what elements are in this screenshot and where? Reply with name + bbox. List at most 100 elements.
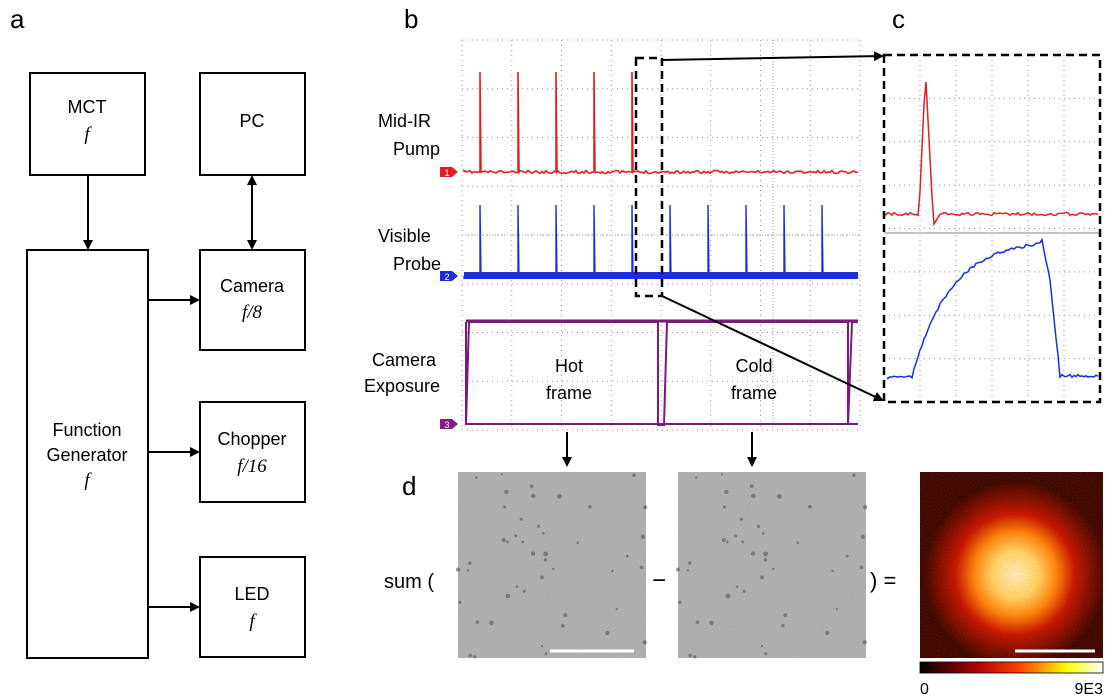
speck bbox=[783, 613, 788, 618]
speck bbox=[539, 575, 544, 580]
block-label: MCT bbox=[68, 97, 107, 117]
speck bbox=[640, 534, 646, 539]
frame-label: Hot bbox=[555, 356, 583, 376]
block-label-line: Generator bbox=[46, 445, 127, 465]
block-label: Chopper bbox=[217, 429, 286, 449]
image-noise bbox=[920, 472, 1103, 658]
speck bbox=[725, 593, 731, 599]
speck bbox=[642, 640, 647, 645]
speck bbox=[557, 494, 562, 499]
speck bbox=[615, 607, 618, 611]
block-label: Function bbox=[52, 420, 121, 440]
speck bbox=[734, 534, 738, 538]
speck bbox=[852, 473, 856, 478]
panel-label: c bbox=[892, 4, 905, 34]
speck bbox=[529, 484, 534, 489]
channel-marker bbox=[440, 167, 458, 177]
zoom-box bbox=[634, 56, 664, 298]
speck bbox=[475, 476, 478, 479]
block bbox=[199, 72, 306, 176]
block-freq: f bbox=[84, 470, 92, 491]
speck bbox=[458, 600, 462, 604]
trace-label: Visible bbox=[378, 226, 431, 246]
speck bbox=[709, 620, 714, 626]
speck bbox=[759, 575, 764, 580]
speck bbox=[796, 541, 800, 545]
image-noise bbox=[678, 472, 866, 658]
speck bbox=[831, 569, 834, 573]
speck bbox=[503, 505, 506, 509]
speck bbox=[675, 567, 681, 572]
trace bbox=[465, 321, 858, 426]
speck bbox=[506, 540, 509, 544]
speck bbox=[762, 531, 765, 535]
speck bbox=[860, 534, 866, 539]
speck bbox=[514, 534, 518, 538]
speck bbox=[536, 524, 541, 529]
speck bbox=[739, 517, 743, 521]
speck bbox=[519, 517, 523, 521]
channel-label: 3 bbox=[444, 420, 449, 430]
block bbox=[199, 249, 306, 351]
speck bbox=[741, 540, 745, 544]
arrow bbox=[661, 295, 884, 402]
speck bbox=[531, 493, 536, 499]
trace bbox=[463, 71, 859, 175]
block-label: LED bbox=[234, 584, 269, 604]
speck bbox=[764, 652, 768, 656]
channel-marker bbox=[440, 271, 458, 281]
block bbox=[26, 249, 149, 659]
trace-label: Camera bbox=[372, 350, 437, 370]
trace-label: Exposure bbox=[364, 376, 440, 396]
zoom-traces bbox=[884, 55, 1100, 402]
speck bbox=[625, 554, 629, 558]
speck bbox=[742, 589, 746, 593]
speck bbox=[561, 623, 565, 628]
block bbox=[199, 556, 306, 658]
colorbar-min: 0 bbox=[920, 681, 929, 698]
speck bbox=[468, 561, 472, 565]
speck bbox=[695, 620, 700, 624]
speck bbox=[475, 620, 480, 624]
speck bbox=[540, 644, 544, 648]
speck bbox=[501, 537, 506, 543]
frame-label: frame bbox=[546, 383, 592, 403]
trace bbox=[887, 237, 1099, 380]
image-noise bbox=[458, 472, 646, 658]
block-label: Camera bbox=[220, 276, 285, 296]
speck bbox=[543, 551, 549, 557]
speck bbox=[760, 644, 764, 648]
speck bbox=[724, 489, 729, 495]
speck bbox=[749, 484, 754, 489]
speck bbox=[522, 589, 526, 593]
speck bbox=[720, 473, 723, 476]
channel-label: 2 bbox=[444, 272, 449, 282]
speck bbox=[723, 505, 726, 509]
speck bbox=[750, 551, 756, 556]
speck bbox=[862, 640, 867, 645]
speck bbox=[489, 620, 494, 626]
speck bbox=[466, 569, 470, 572]
panel-label: a bbox=[10, 4, 25, 34]
speck bbox=[835, 607, 838, 611]
speck bbox=[552, 567, 555, 571]
frame-label: Cold bbox=[735, 356, 772, 376]
speck bbox=[515, 585, 519, 588]
speck bbox=[845, 554, 849, 558]
speck bbox=[825, 630, 830, 636]
oscilloscope: 1 2 3 bbox=[440, 39, 861, 431]
speck bbox=[688, 653, 692, 658]
channel-label: 1 bbox=[444, 168, 449, 178]
colorbar-max: 9E3 bbox=[1075, 681, 1104, 698]
speck bbox=[473, 655, 477, 659]
equation: ) = bbox=[870, 568, 896, 593]
speck bbox=[726, 540, 729, 544]
speck bbox=[542, 531, 545, 535]
zoom-frame bbox=[882, 53, 1102, 404]
speck bbox=[605, 630, 610, 636]
block-freq: f/8 bbox=[242, 302, 263, 323]
speck bbox=[639, 565, 644, 570]
speck bbox=[576, 541, 580, 545]
speck bbox=[693, 655, 697, 659]
speck bbox=[563, 613, 568, 618]
